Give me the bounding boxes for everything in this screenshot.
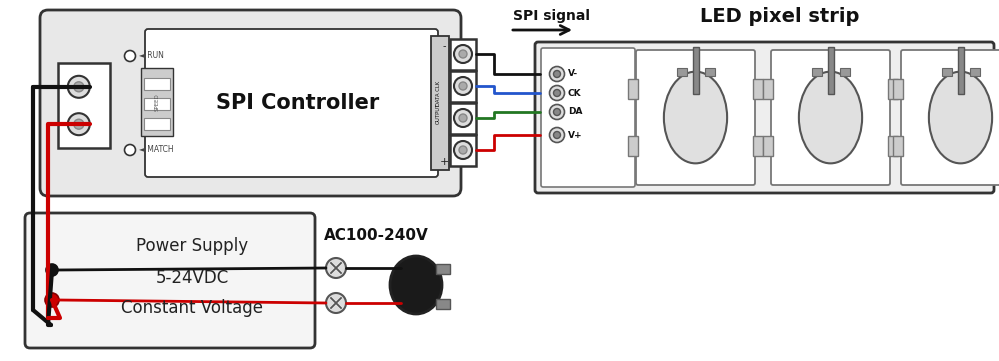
Bar	[144, 78, 170, 90]
Bar	[436, 299, 450, 309]
Bar	[431, 36, 449, 170]
Bar	[811, 68, 821, 76]
Circle shape	[553, 109, 560, 116]
Circle shape	[125, 51, 136, 61]
Bar	[827, 47, 833, 94]
Circle shape	[454, 141, 472, 159]
Text: V-: V-	[568, 70, 578, 78]
FancyBboxPatch shape	[771, 50, 890, 185]
FancyBboxPatch shape	[145, 29, 438, 177]
Bar	[450, 103, 476, 134]
Circle shape	[549, 66, 564, 82]
Circle shape	[454, 77, 472, 95]
Circle shape	[46, 264, 58, 276]
Circle shape	[553, 90, 560, 96]
Text: SPI signal: SPI signal	[513, 9, 590, 23]
Circle shape	[74, 82, 84, 92]
Circle shape	[553, 131, 560, 139]
Circle shape	[459, 114, 467, 122]
Ellipse shape	[390, 256, 442, 314]
Text: CK: CK	[568, 88, 581, 97]
Circle shape	[45, 293, 59, 307]
Bar	[450, 135, 476, 166]
Bar	[957, 47, 963, 94]
Bar	[753, 136, 763, 156]
Bar	[450, 39, 476, 70]
Circle shape	[454, 109, 472, 127]
Bar	[692, 47, 698, 94]
Bar	[888, 136, 898, 156]
Bar	[969, 68, 979, 76]
Bar	[893, 136, 903, 156]
Circle shape	[549, 127, 564, 143]
Circle shape	[459, 146, 467, 154]
FancyBboxPatch shape	[535, 42, 994, 193]
FancyBboxPatch shape	[25, 213, 315, 348]
Text: +: +	[440, 157, 449, 167]
Bar	[144, 118, 170, 130]
Bar	[141, 68, 173, 136]
Bar	[893, 79, 903, 99]
Circle shape	[68, 113, 90, 135]
Text: SPEED: SPEED	[155, 93, 160, 111]
Circle shape	[459, 50, 467, 58]
Bar	[704, 68, 714, 76]
Circle shape	[454, 45, 472, 63]
Bar	[58, 63, 110, 148]
Bar	[676, 68, 686, 76]
Text: V+: V+	[568, 130, 582, 139]
Bar	[763, 79, 773, 99]
Circle shape	[68, 76, 90, 98]
FancyBboxPatch shape	[541, 48, 635, 187]
Ellipse shape	[929, 71, 992, 163]
FancyBboxPatch shape	[40, 10, 461, 196]
Text: DATA CLK: DATA CLK	[436, 81, 441, 105]
Bar	[436, 264, 450, 274]
FancyBboxPatch shape	[901, 50, 999, 185]
Text: AC100-240V: AC100-240V	[324, 229, 429, 244]
Bar	[888, 79, 898, 99]
Bar	[144, 98, 170, 110]
Text: 5-24VDC: 5-24VDC	[156, 269, 229, 287]
Ellipse shape	[799, 71, 862, 163]
FancyBboxPatch shape	[636, 50, 755, 185]
Bar	[628, 136, 638, 156]
Text: OUTPUT: OUTPUT	[436, 102, 441, 124]
Bar	[753, 79, 763, 99]
Circle shape	[549, 86, 564, 100]
Bar	[839, 68, 849, 76]
Circle shape	[326, 293, 346, 313]
Text: DA: DA	[568, 108, 582, 117]
Text: Constant Voltage: Constant Voltage	[122, 299, 264, 317]
Bar	[450, 71, 476, 102]
Text: SPI Controller: SPI Controller	[216, 93, 379, 113]
Circle shape	[125, 144, 136, 156]
Text: Power Supply: Power Supply	[136, 237, 249, 255]
Text: ◄ MATCH: ◄ MATCH	[139, 145, 174, 155]
Circle shape	[326, 258, 346, 278]
Circle shape	[74, 119, 84, 129]
Ellipse shape	[664, 71, 727, 163]
Text: -: -	[443, 41, 446, 51]
Circle shape	[549, 104, 564, 119]
Text: LED pixel strip: LED pixel strip	[700, 6, 859, 26]
Bar	[628, 79, 638, 99]
Bar	[941, 68, 951, 76]
Circle shape	[459, 82, 467, 90]
Bar	[763, 136, 773, 156]
Circle shape	[553, 70, 560, 78]
Text: ◄ RUN: ◄ RUN	[139, 52, 164, 61]
